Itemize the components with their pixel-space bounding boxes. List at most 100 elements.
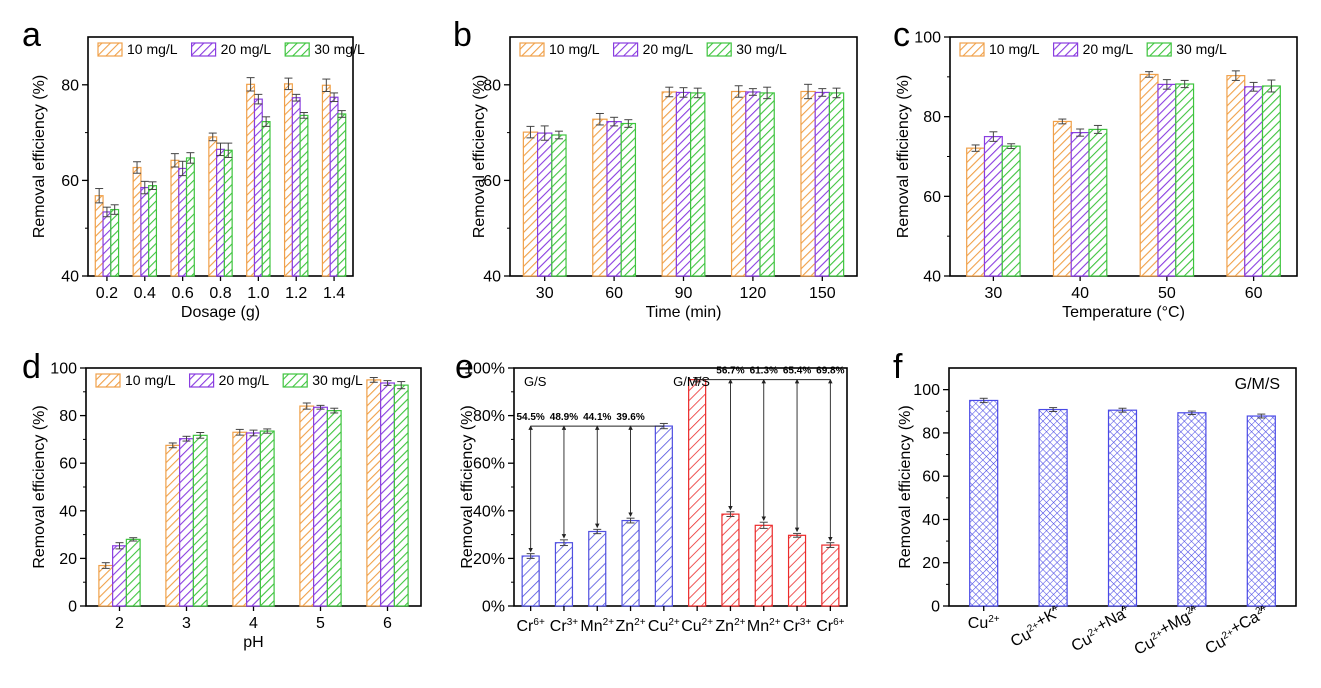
y-axis-label: Removal efficiency (%) <box>897 405 914 568</box>
bar-10mgL <box>170 159 180 277</box>
panel-d: 0 20 40 60 80 100 Removal efficiency (%) 2 3 4 5 6 p… <box>22 348 422 651</box>
legend-swatch <box>612 42 639 57</box>
y-tick-label: 60 <box>61 173 79 190</box>
bar-20mgL <box>1244 86 1264 277</box>
panel-label: f <box>893 348 903 386</box>
x-tick-label: 1.2 <box>285 285 307 302</box>
legend-label: 10 mg/L <box>127 41 178 57</box>
legend-swatch <box>959 42 985 57</box>
y-tick-label: 60 <box>923 189 941 206</box>
legend-swatch <box>1146 42 1172 57</box>
panel-label: b <box>453 16 472 54</box>
x-tick-label: Cu2++Mg2+ <box>1128 602 1205 658</box>
bar <box>588 530 607 607</box>
legend-label: 10 mg/L <box>125 372 176 388</box>
y-tick-label: 80% <box>473 408 505 425</box>
y-tick-label: 40 <box>59 503 77 520</box>
y-axis-label: Removal efficiency (%) <box>31 405 48 568</box>
legend-swatch <box>188 373 215 388</box>
bar-20mgL <box>606 121 622 277</box>
bar-30mgL <box>393 384 409 607</box>
y-axis-label: Removal efficiency (%) <box>31 75 48 238</box>
bar-30mgL <box>326 410 342 607</box>
x-tick-label: 60 <box>605 285 623 302</box>
panel-e: 0% 20% 40% 60% 80% 100% Removal efficiency (%)… <box>455 348 848 635</box>
bar-10mgL <box>232 431 248 607</box>
bar-20mgL <box>329 96 339 277</box>
y-tick-label: 80 <box>922 425 940 442</box>
y-tick-label: 0 <box>931 599 940 616</box>
x-tick-label: Cu2+ <box>681 617 713 635</box>
panel-label: e <box>455 348 474 386</box>
difference-label: 44.1% <box>583 412 611 423</box>
x-tick-label: Cr3+ <box>550 617 578 635</box>
bar-30mgL <box>259 430 275 607</box>
bar-10mgL <box>208 136 218 277</box>
y-tick-label: 40 <box>483 269 501 286</box>
difference-label: 56.7% <box>716 366 744 377</box>
bar-20mgL <box>291 97 301 277</box>
difference-label: 69.8% <box>816 366 844 377</box>
y-tick-label: 100 <box>913 382 940 399</box>
legend-label: 30 mg/L <box>312 372 363 388</box>
bar <box>1107 409 1138 607</box>
bar-10mgL <box>800 90 816 277</box>
bar-10mgL <box>98 564 114 607</box>
bar-30mgL <box>192 434 208 607</box>
bar-20mgL <box>253 98 263 277</box>
bar-20mgL <box>140 186 150 277</box>
y-tick-label: 0% <box>482 599 505 616</box>
y-tick-label: 80 <box>61 77 79 94</box>
x-tick-label: Cu2++K+ <box>1005 602 1067 650</box>
bar-10mgL <box>132 166 142 277</box>
bar-10mgL <box>966 147 986 277</box>
legend-swatch <box>95 373 121 388</box>
bar-10mgL <box>299 405 315 607</box>
difference-label: 61.3% <box>750 366 778 377</box>
bar-10mgL <box>1139 73 1159 277</box>
x-tick-label: 4 <box>249 615 258 632</box>
y-tick-label: 40% <box>473 503 505 520</box>
y-tick-label: 100% <box>464 361 505 378</box>
bar-30mgL <box>828 92 845 277</box>
legend-label: 30 mg/L <box>736 41 787 57</box>
legend-swatch <box>190 42 217 57</box>
y-tick-label: 100 <box>914 30 941 47</box>
legend-label: 20 mg/L <box>221 41 272 57</box>
y-axis-label: Removal efficiency (%) <box>895 75 912 238</box>
x-axis-label: Time (min) <box>646 304 722 321</box>
bar-10mgL <box>321 84 331 277</box>
panel-f: 0 20 40 60 80 100 Removal efficiency (%) Cu2+ Cu… <box>893 348 1297 659</box>
panel-label: c <box>893 16 910 54</box>
bar-30mgL <box>261 121 271 277</box>
bar-30mgL <box>759 92 775 277</box>
bar-10mgL <box>522 131 539 277</box>
x-tick-label: Mn2+ <box>580 617 614 635</box>
legend-swatch <box>97 42 123 57</box>
difference-label: 54.5% <box>516 412 544 423</box>
bar <box>1038 408 1068 607</box>
bar-10mgL <box>1226 75 1246 277</box>
x-tick-label: 120 <box>740 285 767 302</box>
legend-label: 20 mg/L <box>643 41 694 57</box>
bar-30mgL <box>223 149 233 277</box>
bar-30mgL <box>1175 83 1195 277</box>
bar-10mgL <box>366 379 382 607</box>
bar <box>521 555 540 607</box>
difference-label: 65.4% <box>783 366 811 377</box>
x-tick-label: 0.4 <box>134 285 156 302</box>
bar-10mgL <box>165 444 181 607</box>
panel-label: d <box>22 348 41 386</box>
bar-30mgL <box>1261 85 1281 277</box>
bar <box>754 524 773 607</box>
x-tick-label: 30 <box>536 285 554 302</box>
bar-10mgL <box>283 83 293 277</box>
bar-20mgL <box>1070 132 1090 277</box>
bar <box>654 425 673 607</box>
bar-20mgL <box>1157 83 1177 277</box>
bar-30mgL <box>1088 128 1108 277</box>
bar-30mgL <box>110 208 120 277</box>
x-tick-label: 90 <box>675 285 693 302</box>
group-label: G/M/S <box>673 374 710 389</box>
